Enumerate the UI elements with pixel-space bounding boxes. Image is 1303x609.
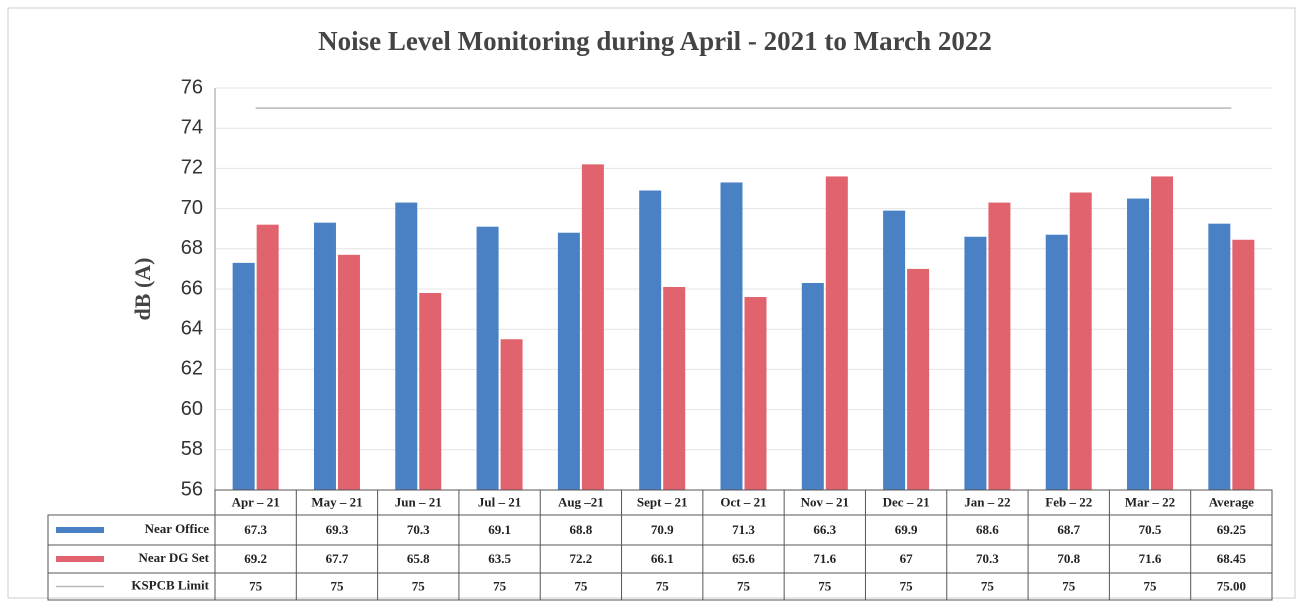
x-tick-label: Feb – 22 [1045, 494, 1092, 509]
y-tick-label: 70 [181, 197, 203, 219]
bar [825, 176, 848, 490]
table-value: 69.9 [895, 522, 918, 537]
table-value: 71.3 [732, 522, 755, 537]
x-tick-label: Mar – 22 [1125, 494, 1175, 509]
bar [720, 182, 743, 490]
bar [801, 282, 824, 490]
bar [419, 293, 442, 490]
x-tick-label: Jul – 21 [478, 494, 521, 509]
bar [1208, 223, 1231, 491]
bar [232, 262, 255, 490]
y-tick-label: 74 [181, 116, 203, 138]
table-value: 75 [1062, 578, 1076, 593]
bar [581, 164, 604, 490]
table-value: 65.6 [732, 551, 755, 566]
table-value: 68.6 [976, 522, 999, 537]
table-value: 67.3 [244, 522, 267, 537]
bar [395, 202, 418, 490]
bar [500, 339, 523, 490]
table-value: 75 [900, 578, 914, 593]
x-tick-label: May – 21 [311, 494, 362, 509]
table-value: 67 [900, 551, 914, 566]
y-tick-label: 58 [181, 438, 203, 460]
table-value: 69.1 [488, 522, 511, 537]
table-value: 71.6 [1139, 551, 1162, 566]
bar [1151, 176, 1174, 490]
bar [1127, 198, 1150, 491]
bar [337, 254, 360, 490]
table-value: 70.3 [976, 551, 999, 566]
legend-swatch [56, 527, 104, 533]
table-value: 63.5 [488, 551, 511, 566]
table-value: 68.45 [1217, 551, 1247, 566]
bar [1045, 234, 1068, 490]
table-value: 75 [574, 578, 588, 593]
table-value: 72.2 [570, 551, 593, 566]
bar [964, 236, 987, 490]
bar [256, 224, 279, 490]
table-value: 71.6 [813, 551, 836, 566]
bar [476, 226, 499, 490]
bar [1232, 239, 1255, 490]
bar [988, 202, 1011, 490]
table-value: 70.5 [1139, 522, 1162, 537]
y-tick-label: 68 [181, 237, 203, 259]
table-value: 75 [1144, 578, 1158, 593]
table-value: 75 [981, 578, 995, 593]
table-value: 75 [412, 578, 426, 593]
table-value: 65.8 [407, 551, 430, 566]
legend-label: Near DG Set [138, 550, 209, 565]
bar [1069, 192, 1092, 490]
table-value: 75 [818, 578, 832, 593]
x-tick-label: Dec – 21 [883, 494, 930, 509]
y-tick-label: 66 [181, 277, 203, 299]
x-tick-label: Aug –21 [558, 494, 604, 509]
legend-label: Near Office [145, 521, 210, 536]
bar [744, 297, 767, 490]
table-value: 75 [493, 578, 507, 593]
chart-title: Noise Level Monitoring during April - 20… [318, 26, 992, 56]
table-value: 69.25 [1217, 522, 1247, 537]
x-tick-label: Jan – 22 [964, 494, 1010, 509]
bar [639, 190, 662, 490]
legend-label: KSPCB Limit [131, 577, 209, 592]
y-tick-label: 60 [181, 398, 203, 420]
table-value: 75 [737, 578, 751, 593]
table-value: 69.3 [326, 522, 349, 537]
y-axis-label: dB (A) [130, 258, 155, 321]
table-value: 70.8 [1057, 551, 1080, 566]
table-value: 75 [330, 578, 344, 593]
table-value: 68.8 [570, 522, 593, 537]
y-tick-label: 76 [181, 76, 203, 98]
table-value: 70.3 [407, 522, 430, 537]
y-tick-label: 72 [181, 157, 203, 179]
y-tick-label: 64 [181, 317, 203, 339]
table-value: 70.9 [651, 522, 674, 537]
y-tick-label: 62 [181, 358, 203, 380]
y-tick-label: 56 [181, 478, 203, 500]
bar [313, 222, 336, 491]
x-tick-label: Sept – 21 [637, 494, 688, 509]
x-tick-label: Jun – 21 [395, 494, 442, 509]
bar [557, 232, 580, 490]
bar [883, 210, 906, 491]
table-value: 68.7 [1057, 522, 1080, 537]
table-value: 66.3 [813, 522, 836, 537]
table-value: 75 [249, 578, 263, 593]
x-tick-label: Oct – 21 [720, 494, 766, 509]
table-value: 67.7 [326, 551, 349, 566]
table-value: 75 [656, 578, 670, 593]
bar [663, 286, 686, 490]
table-value: 75.00 [1217, 578, 1246, 593]
table-value: 66.1 [651, 551, 674, 566]
legend-swatch [56, 556, 104, 562]
table-value: 69.2 [244, 551, 267, 566]
x-tick-label: Average [1209, 494, 1254, 509]
x-tick-label: Apr – 21 [232, 494, 280, 509]
x-tick-label: Nov – 21 [801, 494, 849, 509]
bar [907, 268, 930, 490]
